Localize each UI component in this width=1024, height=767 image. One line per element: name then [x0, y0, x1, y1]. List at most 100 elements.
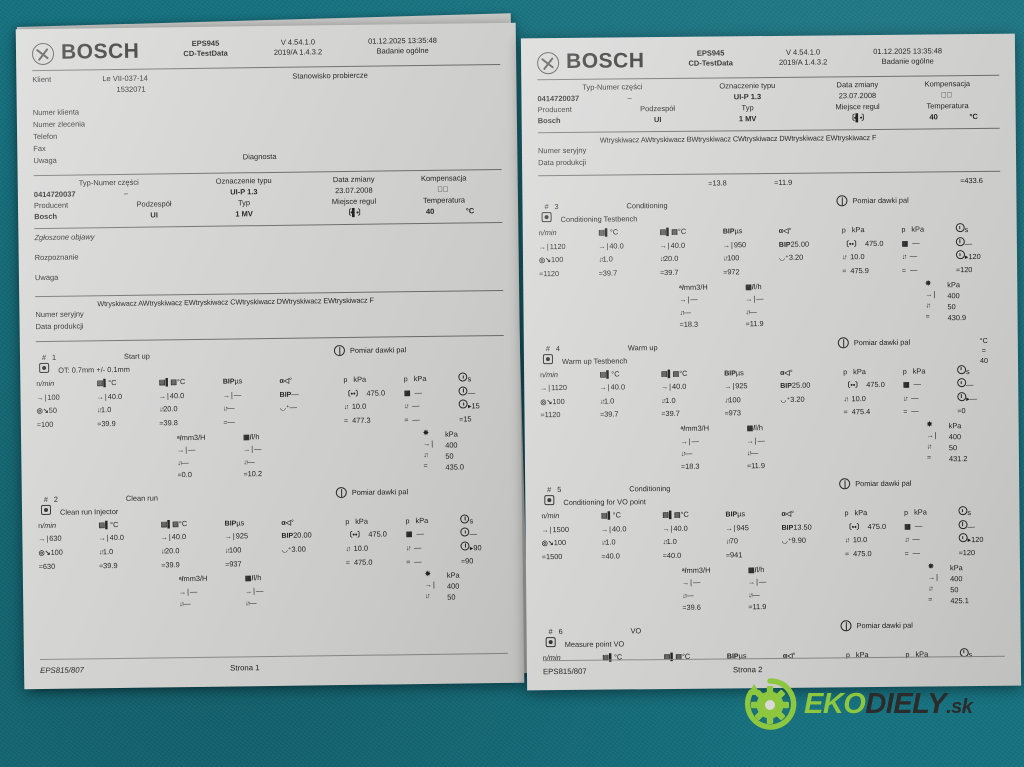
page2-footer: EPS815/807 Strona 2: [542, 653, 1005, 676]
step4-press-min: 50: [927, 442, 979, 454]
step4-t1-min: 1.0: [603, 396, 615, 406]
step2-bip-max: 925: [235, 531, 249, 541]
step5-bip-max: 945: [736, 522, 749, 532]
speed-min-icon: ◎↘: [538, 257, 552, 265]
subassembly: UI: [653, 114, 662, 124]
step4-sub-table: ᵃ/mm3/H ▦/l/h — — — — 18.3: [541, 420, 1003, 474]
step1-t1-act: 39.9: [101, 419, 116, 429]
badge-eq: =: [981, 345, 987, 355]
step1-subtitle: OT: 0.7mm +/- 0.1mm: [58, 364, 130, 375]
step4-t1-max: 40.0: [610, 382, 626, 392]
step1-bip-min: —: [227, 403, 235, 413]
step1-alfa-dur: —: [289, 403, 298, 413]
speed-min-icon: ◎↘: [38, 549, 51, 557]
bosch-roundel-icon: [31, 42, 55, 66]
step5-press-hdr: ✵ kPa: [928, 562, 980, 574]
step2-press-hdr: ✵ kPa: [425, 569, 477, 581]
step3-time-min: 120: [968, 252, 981, 262]
fuel-dose-icon: [836, 195, 848, 207]
step3-p2-max: —: [912, 238, 920, 248]
angle-icon: α◁: [778, 227, 789, 235]
step4-time-min: —: [969, 393, 978, 403]
hdr-leak-unit: l/h: [755, 423, 764, 433]
pressure-icon: ✵: [927, 562, 934, 571]
clock-icon: [958, 506, 968, 517]
manufacturer: Bosch: [537, 115, 561, 125]
eko-text: EKO: [804, 687, 866, 720]
rail-press-icon: 〔••〕: [343, 390, 363, 398]
dataset-version: 2019/A 1.4.3.2: [778, 57, 828, 68]
step5-alfa-dur: 9.90: [791, 535, 806, 546]
step4-alfa-bip-label: BIP: [780, 382, 792, 391]
clock-timer-icon: [460, 527, 470, 539]
step3-sub-table: ᵃ/mm3/H ▦/l/h — — — — 18.3: [539, 278, 1001, 332]
step3-time-max: —: [964, 238, 973, 248]
hdr-bip: BIP: [222, 378, 235, 386]
step4-time-max: —: [966, 380, 974, 390]
step3-t2-min: 20.0: [663, 254, 679, 264]
hdr-leak-unit: l/h: [753, 281, 762, 291]
diely-text: DIELY: [865, 687, 947, 720]
step5-bip-min: 70: [729, 536, 739, 546]
hdr-p1-unit: kPa: [355, 516, 369, 526]
client-value-2: 1532071: [116, 84, 146, 95]
step3-press-max: 400: [925, 290, 977, 302]
hdr-bip: BIP: [725, 511, 738, 519]
hdr-p2: p: [405, 517, 410, 525]
step1-hash: #: [41, 353, 47, 363]
part-number-dash: –: [627, 93, 632, 103]
brand-name: BOSCH: [60, 39, 140, 64]
step1-n-min: 50: [48, 406, 57, 416]
page1-footer-left: EPS815/807: [40, 665, 84, 676]
clock-icon: [956, 364, 966, 376]
hdr-p1: p: [343, 377, 348, 385]
conditioning-icon: [539, 212, 555, 224]
step3-q-max-v: —: [690, 294, 698, 304]
step2-number: 2: [53, 494, 59, 504]
step5-time-min: 120: [971, 535, 984, 545]
report-datetime: 01.12.2025 13:35:48: [873, 46, 943, 57]
step5-number: 5: [557, 485, 562, 495]
step4-leak-min-v: —: [750, 448, 759, 458]
step4-t2-act: 39.7: [665, 409, 680, 419]
step4-press-max-v: 400: [948, 432, 962, 442]
clock-timer-icon: [957, 378, 967, 389]
step3-q-act: 18.3 11.9: [680, 317, 890, 332]
step2-p2-act: —: [414, 556, 422, 566]
hdr-p1-unit: kPa: [853, 366, 866, 376]
speed-min-icon: ◎↘: [540, 398, 553, 406]
step2-p1-act: 475.0: [353, 557, 373, 567]
step4-alfa-dur: 3.20: [790, 394, 805, 404]
step3-alfa-dur: 3.20: [788, 252, 804, 263]
hdr-p1: p: [843, 368, 848, 376]
part-number-dash: –: [123, 188, 129, 198]
step3-t2-max: 40.0: [670, 240, 686, 250]
hdr-press-unit: kPa: [947, 279, 961, 289]
hdr-t2-unit: °C: [680, 509, 689, 519]
step3-time-act: 120: [960, 264, 973, 275]
pressure-icon: ✵: [424, 571, 431, 579]
step4-q-act: 18.3 11.9: [681, 458, 891, 473]
step2-time-min: 90: [473, 543, 482, 553]
step5-p1-act: 475.0: [853, 548, 872, 559]
pressure-icon: ✵: [422, 429, 429, 437]
step3-n-min: 100: [550, 255, 564, 265]
client-label: Klient: [32, 74, 52, 85]
speed-min-icon: ◎↘: [541, 540, 554, 548]
warmup-icon: [540, 353, 556, 366]
manufacturer: Bosch: [34, 211, 58, 221]
step4-t2-min: 1.0: [665, 395, 676, 405]
step3-number: 3: [554, 202, 559, 212]
step5-press-min-v: 50: [950, 584, 959, 595]
step1-t1-max: 40.0: [107, 391, 123, 401]
hdr-p2-unit: kPa: [911, 224, 925, 234]
duration-icon: ◡⁺: [281, 546, 292, 554]
step2-leak-max-v: —: [255, 585, 264, 595]
step5-measure: Pomiar dawki pal: [839, 478, 911, 490]
step1-q-max-v: —: [188, 445, 196, 455]
step5-t2-act: 40.0: [666, 550, 682, 560]
step2-p2-max: —: [416, 529, 424, 539]
report-kind: Badanie ogólne: [881, 56, 934, 67]
hdr-t2-unit: °C: [679, 368, 688, 378]
leak-icon: ▦/: [747, 566, 757, 574]
